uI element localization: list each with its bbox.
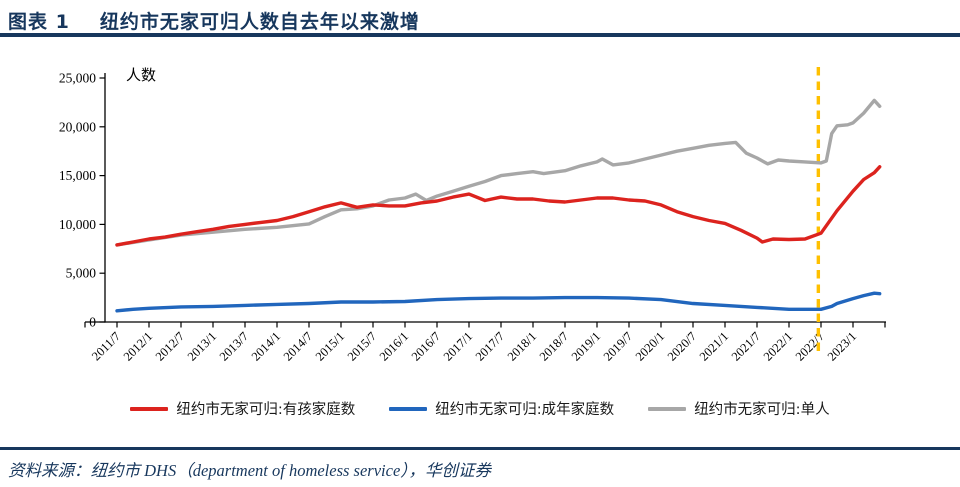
y-axis-unit-label: 人数 — [126, 66, 156, 84]
x-tick-label: 2016/1 — [377, 329, 411, 363]
y-tick-label: 20,000 — [59, 119, 96, 134]
source-note: 资料来源：纽约市 DHS（department of homeless serv… — [8, 461, 492, 480]
footer-divider — [0, 447, 960, 450]
legend-label: 纽约市无家可归:有孩家庭数 — [176, 402, 356, 418]
legend-label: 纽约市无家可归:成年家庭数 — [435, 402, 615, 418]
series-line-1 — [115, 291, 882, 313]
x-tick-label: 2017/1 — [441, 329, 475, 363]
y-tick-label: 5,000 — [66, 266, 97, 281]
chart-legend: 纽约市无家可归:有孩家庭数 纽约市无家可归:成年家庭数 纽约市无家可归:单人 — [0, 398, 960, 419]
figure-tag: 图表 1 — [8, 11, 70, 33]
x-tick-label: 2019/7 — [601, 329, 635, 363]
x-tick-label: 2018/7 — [537, 329, 571, 363]
x-tick-label: 2020/1 — [633, 329, 667, 363]
legend-item-adult-families: 纽约市无家可归:成年家庭数 — [389, 398, 614, 419]
y-tick-label: 10,000 — [59, 217, 96, 232]
x-tick-label: 2012/7 — [153, 329, 187, 363]
x-tick-label: 2014/1 — [249, 329, 283, 363]
x-tick-label: 2015/7 — [345, 329, 379, 363]
x-tick-label: 2023/1 — [825, 329, 859, 363]
figure-header: 图表 1 纽约市无家可归人数自去年以来激增 — [8, 7, 420, 34]
series-line-0 — [115, 98, 882, 247]
red-line-marker-icon — [130, 406, 169, 411]
x-tick-label: 2014/7 — [281, 329, 315, 363]
header-divider — [0, 33, 960, 37]
legend-label: 纽约市无家可归:单人 — [694, 402, 830, 418]
x-tick-label: 2013/1 — [185, 329, 219, 363]
x-tick-label: 2020/7 — [665, 329, 699, 363]
legend-item-single-adults: 纽约市无家可归:单人 — [648, 398, 830, 419]
x-tick-label: 2017/7 — [473, 329, 507, 363]
x-tick-label: 2015/1 — [313, 329, 347, 363]
gray-line-marker-icon — [648, 406, 687, 411]
x-tick-label: 2022/1 — [761, 329, 795, 363]
legend-item-children-families: 纽约市无家可归:有孩家庭数 — [130, 398, 355, 419]
y-tick-label: 0 — [89, 315, 96, 330]
x-tick-label: 2016/7 — [409, 329, 443, 363]
y-tick-label: 15,000 — [59, 168, 96, 183]
series-line-2 — [115, 165, 882, 247]
x-tick-label: 2012/1 — [121, 329, 155, 363]
figure-title: 纽约市无家可归人数自去年以来激增 — [99, 11, 420, 33]
line-chart-canvas: 05,00010,00015,00020,00025,0002011/72012… — [59, 66, 886, 364]
y-tick-label: 25,000 — [59, 71, 96, 86]
x-tick-label: 2021/7 — [729, 329, 763, 363]
x-tick-label: 2022/7 — [793, 329, 827, 363]
x-tick-label: 2021/1 — [697, 329, 731, 363]
x-tick-label: 2018/1 — [505, 329, 539, 363]
x-tick-label: 2013/7 — [217, 329, 251, 363]
x-tick-label: 2019/1 — [569, 329, 603, 363]
x-tick-label: 2011/7 — [89, 329, 123, 363]
blue-line-marker-icon — [389, 406, 428, 411]
